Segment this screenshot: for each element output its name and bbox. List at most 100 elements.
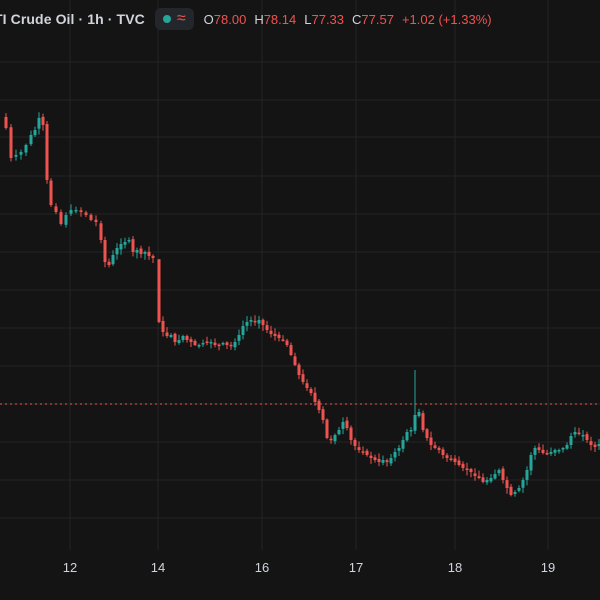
candle-body: [501, 468, 505, 480]
candle-body: [385, 460, 389, 462]
candle-body: [541, 449, 545, 453]
candle-body: [185, 335, 189, 340]
candle-body: [413, 415, 417, 431]
candle-body: [115, 248, 119, 255]
candle-body: [485, 480, 489, 483]
candle-body: [169, 335, 173, 337]
candle-body: [143, 252, 147, 254]
candle-body: [79, 210, 83, 212]
candle-body: [205, 341, 209, 344]
candle-body: [577, 432, 581, 435]
candle-body: [49, 180, 53, 205]
bottom-toolbar-strip: [0, 588, 600, 600]
time-axis[interactable]: 12 14 16 17 18 19: [63, 560, 555, 575]
wave-icon: ≈: [176, 10, 186, 27]
candle-body: [457, 460, 461, 465]
candle-body: [229, 344, 233, 347]
candle-body: [581, 435, 585, 437]
candle-body: [453, 458, 457, 462]
symbol-title[interactable]: TI Crude Oil · 1h · TVC: [0, 11, 145, 27]
candle-body: [345, 420, 349, 428]
candle-body: [41, 116, 45, 125]
candle-body: [509, 486, 513, 495]
x-tick-label: 16: [255, 560, 269, 575]
candle-body: [349, 427, 353, 440]
candle-body: [24, 145, 28, 153]
candle-body: [489, 478, 493, 482]
candle-body: [429, 437, 433, 445]
candle-body: [341, 422, 345, 429]
candle-body: [529, 455, 533, 471]
high-label: H: [254, 11, 264, 27]
candle-body: [103, 239, 107, 262]
candle-body: [135, 250, 139, 253]
candle-body: [437, 447, 441, 450]
candle-body: [593, 444, 597, 447]
candle-body: [561, 448, 565, 450]
candle-body: [197, 345, 201, 347]
candle-body: [309, 388, 313, 393]
candle-body: [225, 342, 229, 345]
x-tick-label: 19: [541, 560, 555, 575]
candle-body: [157, 259, 161, 322]
candle-body: [425, 429, 429, 438]
open-value: 78.00: [213, 11, 247, 27]
candle-body: [525, 470, 529, 480]
candle-body: [337, 430, 341, 435]
candle-body: [537, 447, 541, 450]
candle-body: [94, 219, 98, 222]
candle-body: [505, 480, 509, 488]
chart-grid: [0, 0, 600, 550]
open-label: O: [203, 11, 214, 27]
candle-body: [29, 135, 33, 145]
candle-body: [313, 392, 317, 402]
low-label: L: [304, 11, 312, 27]
candle-body: [289, 345, 293, 355]
candle-body: [325, 419, 329, 438]
indicator-chip[interactable]: ≈: [154, 8, 194, 30]
candle-body: [461, 463, 465, 468]
candle-body: [597, 444, 600, 447]
candle-body: [233, 342, 237, 348]
change-value: +1.02 (+1.33%): [401, 11, 492, 27]
candle-body: [253, 320, 257, 323]
candle-body: [147, 251, 151, 256]
candle-body: [573, 432, 577, 435]
candle-body: [377, 458, 381, 462]
candle-body: [89, 214, 93, 220]
candles-layer: [4, 112, 600, 497]
candle-body: [441, 449, 445, 455]
candle-body: [189, 339, 193, 342]
candle-body: [585, 434, 589, 440]
candle-body: [177, 340, 181, 343]
candle-body: [565, 445, 569, 449]
candle-body: [173, 333, 177, 342]
x-tick-label: 12: [63, 560, 77, 575]
candle-body: [99, 223, 103, 240]
candle-body: [119, 244, 123, 250]
candle-body: [217, 344, 221, 347]
candle-body: [521, 480, 525, 488]
candle-body: [361, 451, 365, 453]
x-tick-label: 18: [448, 560, 462, 575]
candle-body: [45, 124, 49, 180]
candle-body: [269, 330, 273, 334]
chart-legend: TI Crude Oil · 1h · TVC ≈ O78.00 H78.14 …: [0, 6, 492, 32]
candle-body: [273, 333, 277, 336]
candle-body: [589, 441, 593, 445]
candle-body: [497, 470, 501, 474]
candle-body: [285, 340, 289, 345]
close-value: 77.57: [361, 11, 394, 27]
candle-body: [401, 440, 405, 449]
green-dot-icon: [162, 15, 171, 23]
candle-body: [139, 248, 143, 254]
low-value: 77.33: [311, 11, 345, 27]
candle-body: [557, 450, 561, 452]
x-tick-label: 17: [349, 560, 363, 575]
candle-body: [409, 430, 413, 432]
candle-body: [473, 473, 477, 476]
candle-body: [84, 212, 88, 215]
candle-body: [301, 374, 305, 382]
candle-body: [389, 458, 393, 464]
